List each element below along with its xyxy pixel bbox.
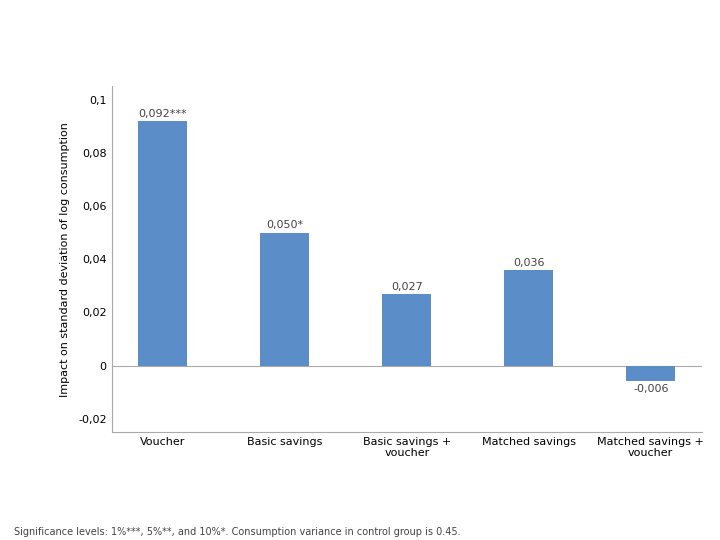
Text: 0,036: 0,036 (513, 258, 544, 268)
Text: 0,050*: 0,050* (266, 220, 303, 231)
Text: 0,027: 0,027 (391, 282, 423, 292)
Bar (261, 233, 309, 366)
Bar (138, 121, 187, 366)
Text: Significance levels: 1%***, 5%**, and 10%*. Consumption variance in control grou: Significance levels: 1%***, 5%**, and 10… (14, 527, 461, 537)
Bar (382, 294, 431, 366)
Y-axis label: Impact on standard deviation of log consumption: Impact on standard deviation of log cons… (60, 122, 70, 397)
Bar (626, 366, 675, 381)
Text: Impact of treatments on consumption variance: Impact of treatments on consumption vari… (0, 17, 720, 45)
Text: 0,092***: 0,092*** (138, 109, 187, 119)
Text: -0,006: -0,006 (633, 383, 668, 394)
Bar (505, 270, 553, 366)
